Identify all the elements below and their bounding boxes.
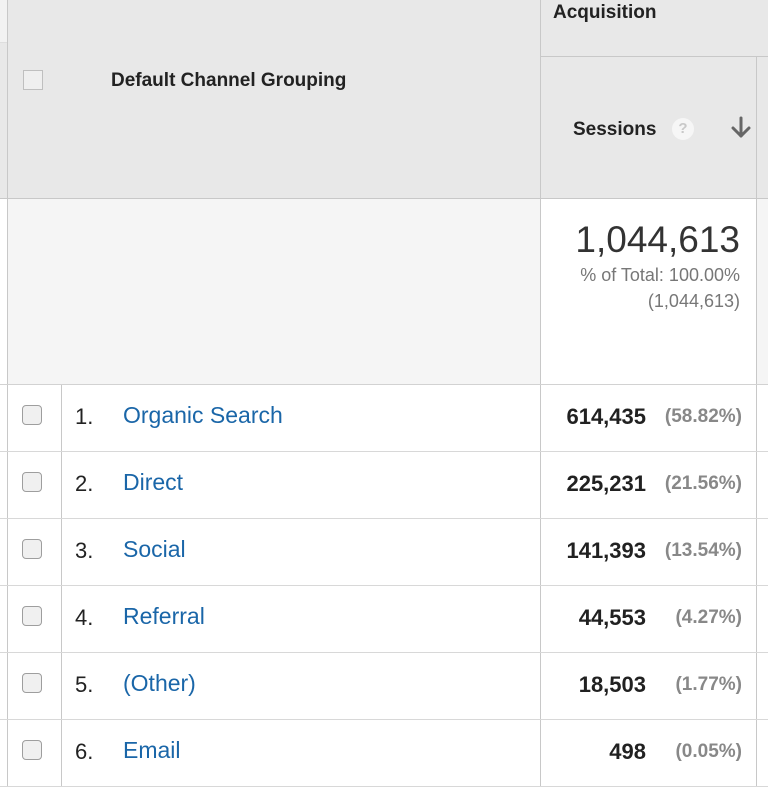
sessions-percent: (58.82%) bbox=[664, 406, 742, 427]
row-dimension-cell: 6. Email bbox=[61, 720, 541, 786]
sessions-header-title: Sessions bbox=[573, 119, 657, 140]
header-left-strip bbox=[0, 0, 8, 43]
row-checkbox-cell bbox=[7, 452, 62, 518]
row-checkbox[interactable] bbox=[22, 673, 42, 693]
row-index: 2. bbox=[75, 471, 94, 496]
row-sessions-cell: 18,503 (1.77%) bbox=[541, 653, 757, 719]
channel-link[interactable]: Direct bbox=[123, 469, 184, 495]
channel-link[interactable]: Email bbox=[123, 737, 181, 763]
row-checkbox-cell bbox=[7, 385, 62, 451]
help-circle-icon[interactable]: ? bbox=[672, 118, 694, 140]
sessions-percent: (21.56%) bbox=[664, 473, 742, 494]
row-sessions-cell: 44,553 (4.27%) bbox=[541, 586, 757, 652]
sessions-value: 141,393 bbox=[566, 538, 646, 563]
select-all-cell bbox=[7, 0, 62, 198]
row-index: 5. bbox=[75, 672, 94, 697]
acquisition-group-header: Acquisition bbox=[541, 0, 768, 57]
sessions-header-cell[interactable]: Sessions ? bbox=[541, 57, 757, 198]
dimension-header-title: Default Channel Grouping bbox=[111, 70, 347, 91]
row-index: 4. bbox=[75, 605, 94, 630]
next-column-header bbox=[757, 57, 768, 198]
row-dimension-cell: 1. Organic Search bbox=[61, 385, 541, 451]
channel-link[interactable]: (Other) bbox=[123, 670, 196, 696]
sessions-percent: (4.27%) bbox=[675, 607, 742, 628]
sessions-value: 614,435 bbox=[566, 404, 646, 429]
select-all-checkbox[interactable] bbox=[23, 70, 43, 90]
total-absolute-label: (1,044,613) bbox=[647, 291, 740, 311]
row-checkbox-cell bbox=[7, 586, 62, 652]
sessions-value: 44,553 bbox=[578, 605, 646, 630]
totals-next-cell bbox=[757, 199, 768, 384]
row-sessions-cell: 225,231 (21.56%) bbox=[541, 452, 757, 518]
arrow-down-icon[interactable] bbox=[729, 115, 753, 141]
totals-row: 1,044,613 % of Total: 100.00% (1,044,613… bbox=[0, 199, 768, 385]
row-checkbox[interactable] bbox=[22, 472, 42, 492]
total-sessions-value: 1,044,613 bbox=[575, 219, 740, 260]
table-row: 5. (Other) 18,503 (1.77%) bbox=[0, 653, 768, 720]
row-dimension-cell: 2. Direct bbox=[61, 452, 541, 518]
row-index: 6. bbox=[75, 739, 94, 764]
row-checkbox-cell bbox=[7, 653, 62, 719]
row-dimension-cell: 4. Referral bbox=[61, 586, 541, 652]
sessions-value: 18,503 bbox=[578, 672, 646, 697]
totals-dimension-cell bbox=[61, 199, 541, 384]
row-sessions-cell: 498 (0.05%) bbox=[541, 720, 757, 786]
acquisition-group-title: Acquisition bbox=[553, 2, 657, 23]
row-dimension-cell: 5. (Other) bbox=[61, 653, 541, 719]
sessions-value: 225,231 bbox=[566, 471, 646, 496]
table-row: 6. Email 498 (0.05%) bbox=[0, 720, 768, 787]
totals-sessions-cell: 1,044,613 % of Total: 100.00% (1,044,613… bbox=[541, 199, 757, 384]
table-header: Default Channel Grouping Acquisition Ses… bbox=[0, 0, 768, 199]
row-checkbox[interactable] bbox=[22, 539, 42, 559]
row-checkbox[interactable] bbox=[22, 405, 42, 425]
sessions-percent: (1.77%) bbox=[675, 674, 742, 695]
row-dimension-cell: 3. Social bbox=[61, 519, 541, 585]
table-row: 2. Direct 225,231 (21.56%) bbox=[0, 452, 768, 519]
table-row: 1. Organic Search 614,435 (58.82%) bbox=[0, 385, 768, 452]
row-checkbox-cell bbox=[7, 519, 62, 585]
channel-link[interactable]: Referral bbox=[123, 603, 205, 629]
sessions-percent: (13.54%) bbox=[664, 540, 742, 561]
totals-checkbox-cell bbox=[7, 199, 62, 384]
table-row: 4. Referral 44,553 (4.27%) bbox=[0, 586, 768, 653]
row-checkbox-cell bbox=[7, 720, 62, 786]
row-checkbox[interactable] bbox=[22, 606, 42, 626]
channel-link[interactable]: Organic Search bbox=[123, 402, 283, 428]
dimension-header-cell[interactable]: Default Channel Grouping bbox=[61, 0, 541, 198]
row-index: 1. bbox=[75, 404, 94, 429]
row-sessions-cell: 614,435 (58.82%) bbox=[541, 385, 757, 451]
row-index: 3. bbox=[75, 538, 94, 563]
row-checkbox[interactable] bbox=[22, 740, 42, 760]
sessions-percent: (0.05%) bbox=[675, 741, 742, 762]
table-row: 3. Social 141,393 (13.54%) bbox=[0, 519, 768, 586]
total-percent-label: % of Total: 100.00% bbox=[580, 265, 740, 285]
sessions-value: 498 bbox=[609, 739, 646, 764]
row-sessions-cell: 141,393 (13.54%) bbox=[541, 519, 757, 585]
channel-link[interactable]: Social bbox=[123, 536, 186, 562]
